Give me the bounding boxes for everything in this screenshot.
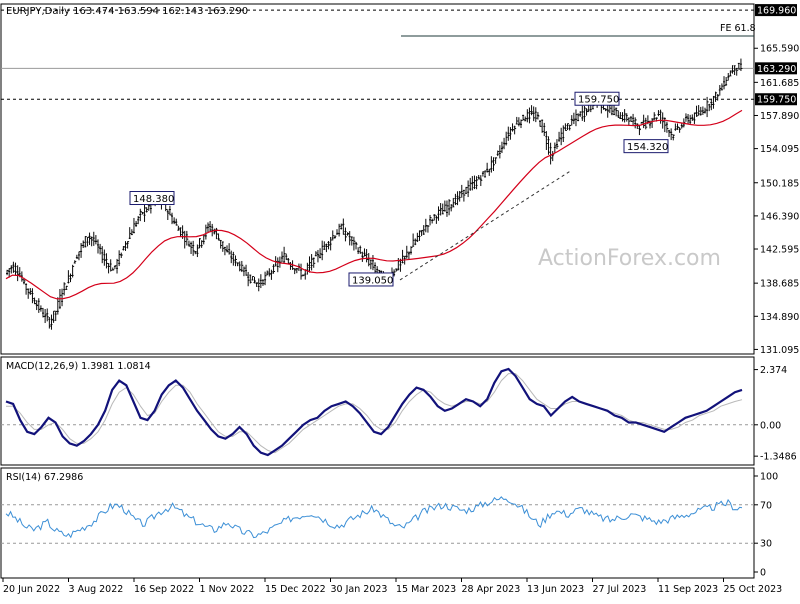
rsi-panel-frame [0,467,755,579]
ma-line [5,109,743,300]
annotation-text: 148.380 [133,194,174,205]
symbol-header: EURJPY,Daily 163.474 163.594 162.143 163… [6,6,248,17]
annotation-box [574,91,620,106]
price-tick-label: 138.685 [760,279,799,290]
price-tick-label: 131.095 [760,345,799,356]
rsi-tick-label: 0 [760,568,766,579]
price-panel-frame [0,3,755,355]
price-tick-label: 161.685 [760,78,799,89]
rsi-layer: 0 30 70 100 [1,472,778,579]
fe-label: FE 61.8 [720,23,756,34]
rsi-title: RSI(14) 67.2986 [6,472,83,483]
price-tick-label: 142.595 [760,245,799,256]
level-tag [755,93,797,106]
x-tick-label: 25 Oct 2023 [724,584,783,595]
x-axis: 20 Jun 2022 3 Aug 2022 16 Sep 2022 1 Nov 20… [2,578,783,595]
level-tag-text: 169.960 [757,6,796,17]
macd-line [5,367,743,457]
x-tick-label: 13 Jun 2023 [527,584,584,595]
price-tick-label: 165.590 [760,44,799,55]
level-tag-text: 163.290 [757,64,796,75]
level-tag-text: 159.750 [757,95,796,106]
macd-panel-frame [0,356,755,466]
annotation-text: 159.750 [578,95,619,106]
rsi-tick-label: 70 [760,500,772,511]
x-tick-label: 27 Jul 2023 [593,584,647,595]
price-tick-label: 157.890 [760,111,799,122]
x-tick-label: 1 Nov 2022 [200,584,255,595]
annotation-box [129,191,175,206]
annotation-text: 139.050 [352,275,393,286]
x-tick-label: 20 Jun 2022 [3,584,60,595]
price-tick-label: 134.890 [760,312,799,323]
x-tick-label: 28 Apr 2023 [462,584,521,595]
macd-tick-label: 2.374 [760,365,787,376]
x-tick-label: 30 Jan 2023 [331,584,388,595]
macd-tick-label: -1.3486 [760,452,797,463]
watermark: ActionForex.com [538,246,721,271]
annotation-box [348,272,394,287]
price-tick-label: 154.095 [760,144,799,155]
price-tick-label: 150.185 [760,178,799,189]
annotation-box [623,139,669,154]
price-layer: 131.095 134.890 138.685 142.595 146.390 150.1… [1,4,799,356]
annotation-text: 154.320 [627,142,668,153]
x-tick-label: 11 Sep 2023 [658,584,718,595]
rsi-tick-label: 30 [760,539,772,550]
trend-line [399,170,571,281]
x-tick-label: 15 Mar 2023 [396,584,456,595]
x-tick-label: 3 Aug 2022 [69,584,124,595]
rsi-tick-label: 100 [760,472,778,483]
level-tag [755,4,797,17]
x-tick-label: 15 Dec 2022 [265,584,326,595]
rsi-line [5,496,743,539]
macd-tick-label: 0.00 [760,420,781,431]
macd-title: MACD(12,26,9) 1.3981 1.0814 [6,361,151,372]
x-tick-label: 16 Sep 2022 [134,584,194,595]
price-tick-label: 146.390 [760,211,799,222]
level-tag [755,62,797,75]
macd-layer: -1.3486 0.00 2.374 [1,365,797,463]
